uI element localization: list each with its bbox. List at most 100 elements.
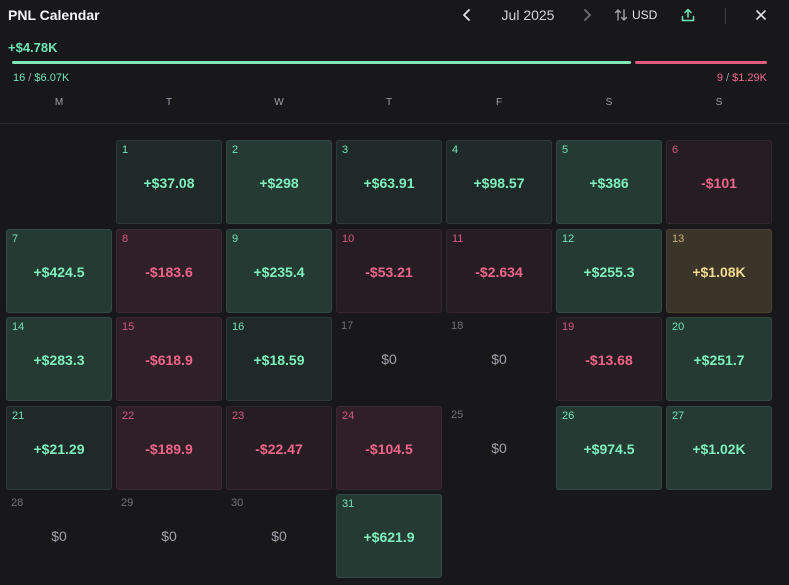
day-number: 23	[232, 409, 245, 422]
day-cell[interactable]: 31 +$621.9	[336, 494, 442, 578]
day-cell[interactable]: 18 $0	[446, 317, 552, 401]
day-number: 26	[562, 409, 575, 422]
day-number: 18	[451, 320, 464, 332]
weekday-label: W	[274, 97, 284, 108]
day-pnl-value: +$621.9	[363, 529, 415, 545]
day-pnl-value: +$251.7	[693, 352, 745, 368]
day-pnl-value: -$22.47	[255, 440, 303, 457]
win-summary: 16 / $6.07K	[13, 72, 70, 84]
day-cell[interactable]: 23 -$22.47	[226, 405, 332, 490]
previous-month-button[interactable]	[458, 6, 476, 24]
day-cell[interactable]: 9 +$235.4	[226, 228, 332, 313]
day-pnl-value: -$183.6	[145, 263, 193, 280]
loss-amount: $1.29K	[732, 72, 767, 84]
day-cell[interactable]: 15 -$618.9	[116, 317, 222, 401]
day-cell[interactable]: 17 $0	[336, 317, 442, 401]
day-pnl-value: $0	[271, 528, 287, 544]
currency-toggle-button[interactable]: USD	[614, 6, 657, 24]
weekday-label: F	[495, 97, 503, 108]
day-pnl-value: +$255.3	[583, 263, 635, 280]
day-number: 20	[672, 321, 685, 333]
weekday-label: M	[54, 97, 64, 108]
day-pnl-value: +$1.08K	[692, 263, 746, 280]
day-pnl-value: +$18.59	[253, 352, 305, 368]
weekday-label: S	[715, 97, 723, 108]
day-number: 25	[451, 408, 464, 421]
day-number: 4	[452, 144, 459, 156]
header: PNL Calendar Jul 2025 USD	[0, 0, 789, 32]
day-cell[interactable]: 16 +$18.59	[226, 317, 332, 401]
day-pnl-value: -$101	[701, 175, 737, 191]
close-icon	[756, 10, 766, 20]
win-amount: $6.07K	[34, 72, 70, 84]
weekday-label: T	[385, 97, 393, 108]
day-pnl-value: -$189.9	[145, 440, 193, 457]
day-cell[interactable]: 11 -$2.634	[446, 228, 552, 313]
swap-vertical-icon	[614, 9, 628, 21]
header-separator	[0, 123, 789, 124]
day-cell[interactable]: 24 -$104.5	[336, 405, 442, 490]
day-pnl-value: +$1.02K	[692, 440, 746, 457]
day-cell[interactable]: 8 -$183.6	[116, 228, 222, 313]
monthly-pnl-total: +$4.78K	[8, 40, 58, 55]
currency-label: USD	[632, 8, 658, 22]
day-number: 13	[672, 232, 685, 245]
day-pnl-value: +$298	[259, 175, 299, 191]
day-cell[interactable]: 6 -$101	[666, 140, 772, 224]
day-cell[interactable]: 2 +$298	[226, 140, 332, 224]
day-pnl-value: +$21.29	[33, 440, 85, 457]
day-pnl-value: -$104.5	[365, 440, 413, 457]
day-cell[interactable]: 7 +$424.5	[6, 228, 112, 313]
day-cell[interactable]: 10 -$53.21	[336, 228, 442, 313]
day-number: 2	[232, 144, 239, 156]
day-pnl-value: -$618.9	[145, 352, 193, 368]
weekday-header: M T W T F S S	[6, 97, 776, 111]
day-cell[interactable]: 21 +$21.29	[6, 405, 112, 490]
day-number: 9	[232, 232, 239, 245]
day-cell[interactable]: 30 $0	[226, 494, 332, 578]
day-number: 27	[672, 409, 685, 422]
day-cell[interactable]: 22 -$189.9	[116, 405, 222, 490]
day-number: 28	[11, 497, 24, 509]
page-title: PNL Calendar	[8, 7, 100, 23]
day-cell[interactable]: 12 +$255.3	[556, 228, 662, 313]
day-number: 1	[122, 144, 129, 156]
day-cell[interactable]: 13 +$1.08K	[666, 228, 772, 313]
loss-ratio-bar	[635, 61, 767, 64]
day-number: 14	[12, 321, 25, 333]
loss-days-count: 9	[716, 72, 723, 84]
day-cell[interactable]: 26 +$974.5	[556, 405, 662, 490]
day-cell[interactable]: 27 +$1.02K	[666, 405, 772, 490]
close-button[interactable]	[752, 6, 770, 24]
day-pnl-value: -$2.634	[475, 263, 523, 280]
day-number: 16	[232, 321, 245, 333]
weekday-label: T	[165, 97, 173, 108]
day-cell[interactable]: 4 +$98.57	[446, 140, 552, 224]
header-divider	[725, 8, 726, 24]
day-cell[interactable]: 29 $0	[116, 494, 222, 578]
day-number: 19	[562, 321, 575, 333]
loss-summary: 9 / $1.29K	[716, 72, 767, 84]
day-cell[interactable]: 28 $0	[6, 494, 112, 578]
day-cell[interactable]: 20 +$251.7	[666, 317, 772, 401]
day-cell[interactable]: 19 -$13.68	[556, 317, 662, 401]
day-number: 17	[341, 320, 354, 332]
day-number: 22	[122, 409, 135, 422]
day-pnl-value: +$974.5	[583, 440, 635, 457]
calendar-grid: 1 +$37.08 2 +$298 3 +$63.91 4 +$98.57 5 +$386 6 -$1…	[6, 140, 776, 580]
day-cell[interactable]: 25 $0	[446, 406, 552, 490]
day-pnl-value: -$13.68	[585, 352, 633, 368]
next-month-button[interactable]	[578, 6, 596, 24]
day-pnl-value: $0	[491, 439, 507, 456]
day-number: 10	[342, 232, 355, 245]
day-pnl-value: +$235.4	[253, 263, 305, 280]
day-pnl-value: $0	[161, 528, 177, 544]
day-pnl-value: -$53.21	[365, 263, 413, 280]
weekday-label: S	[605, 97, 613, 108]
share-button[interactable]	[679, 6, 697, 24]
day-number: 24	[342, 409, 355, 422]
day-cell[interactable]: 14 +$283.3	[6, 317, 112, 401]
day-cell[interactable]: 3 +$63.91	[336, 140, 442, 224]
day-cell[interactable]: 5 +$386	[556, 140, 662, 224]
day-cell[interactable]: 1 +$37.08	[116, 140, 222, 224]
